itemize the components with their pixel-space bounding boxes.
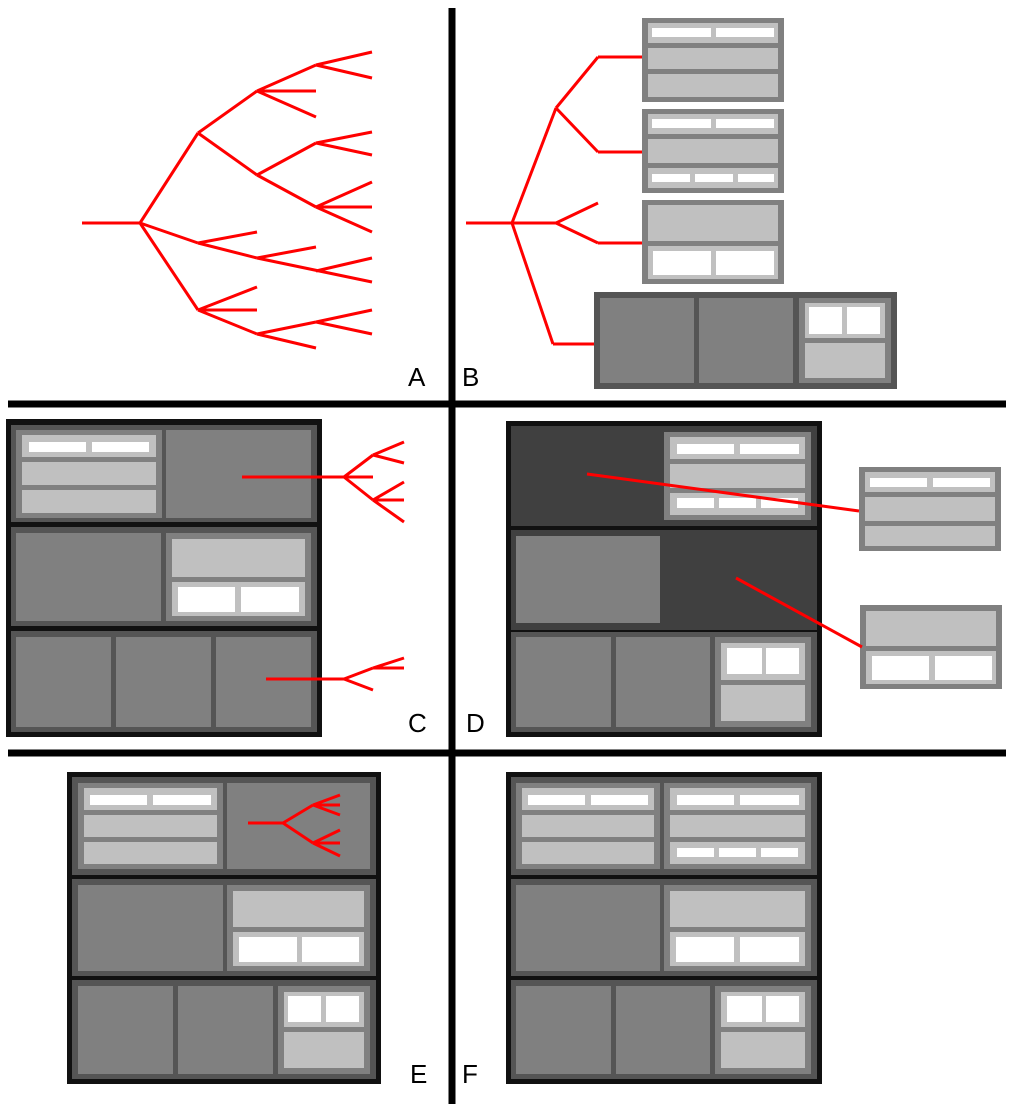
panel-label-f: F	[462, 1059, 478, 1089]
tree-c-top	[242, 440, 405, 524]
frame-b	[594, 292, 897, 389]
block-b1	[642, 18, 784, 102]
frame-f	[506, 772, 822, 1084]
tree-a	[82, 50, 373, 350]
panel-f: F	[462, 772, 822, 1089]
tree-e	[248, 793, 341, 858]
panel-dividers	[8, 8, 1006, 1104]
panel-b: B	[462, 18, 897, 392]
frame-d	[506, 421, 822, 737]
block-b2	[642, 109, 784, 193]
panel-c: C	[6, 419, 427, 738]
tree-c-bottom	[266, 656, 405, 692]
block-d2	[860, 605, 1002, 689]
panel-label-b: B	[462, 362, 479, 392]
block-b3	[642, 200, 784, 284]
panel-label-c: C	[408, 708, 427, 738]
panel-label-a: A	[408, 362, 426, 392]
panel-label-e: E	[410, 1059, 427, 1089]
block-d1	[859, 467, 1001, 551]
panel-e: E	[67, 772, 427, 1089]
frame-c	[6, 419, 322, 737]
panel-label-d: D	[466, 708, 485, 738]
panel-a: A	[82, 50, 426, 392]
links-d	[586, 472, 863, 649]
tree-b	[466, 55, 643, 346]
frame-e	[67, 772, 381, 1084]
panel-d: D	[466, 421, 1002, 738]
